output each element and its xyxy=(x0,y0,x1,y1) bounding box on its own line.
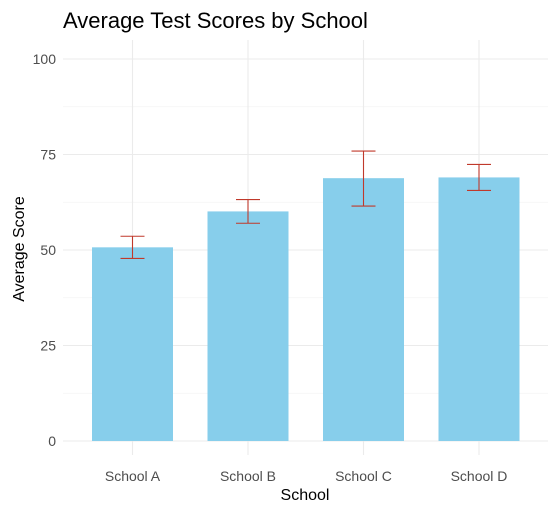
error-bar-school-c xyxy=(351,150,376,207)
error-bar-school-b xyxy=(236,199,260,224)
error-bar-school-d xyxy=(467,163,491,191)
bar-school-b xyxy=(207,211,289,441)
chart-title: Average Test Scores by School xyxy=(63,8,368,33)
x-axis-title: School xyxy=(281,487,330,504)
x-tick-label: School B xyxy=(220,468,276,484)
x-tick-label: School C xyxy=(335,468,392,484)
y-axis-ticks: 0 25 50 75 100 xyxy=(33,51,57,449)
y-tick-label: 50 xyxy=(40,242,56,258)
error-bars xyxy=(120,150,491,259)
x-tick-label: School D xyxy=(451,468,508,484)
bar-school-c xyxy=(323,178,404,441)
y-tick-label: 0 xyxy=(48,433,56,449)
y-tick-label: 75 xyxy=(40,147,56,163)
bar-school-d xyxy=(438,177,520,442)
y-axis-title: Average Score xyxy=(11,196,28,302)
y-tick-label: 100 xyxy=(33,51,57,67)
bar-school-a xyxy=(92,247,173,441)
x-axis-ticks: School A School B School C School D xyxy=(105,468,508,484)
x-tick-label: School A xyxy=(105,468,161,484)
bars xyxy=(92,177,520,442)
y-tick-label: 25 xyxy=(40,338,56,354)
error-bar-school-a xyxy=(120,235,145,259)
